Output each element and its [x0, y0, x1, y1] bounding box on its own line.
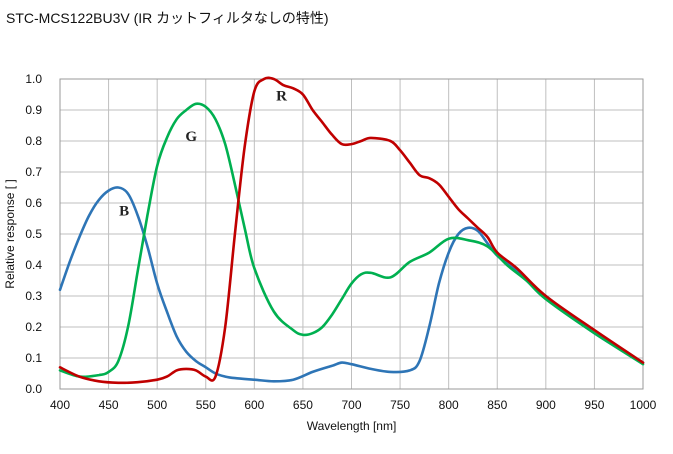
tick-labels: 400 450 500 550 600 650 700 750 800 850 900 950 1000… — [25, 72, 656, 412]
y-tick-label: 0.4 — [25, 258, 42, 272]
series-label-G: G — [185, 129, 197, 145]
x-tick-label: 450 — [99, 398, 119, 412]
plot-frame — [59, 78, 644, 390]
x-tick-label: 550 — [196, 398, 216, 412]
x-tick-label: 600 — [244, 398, 264, 412]
series-label-B: B — [119, 203, 129, 219]
x-tick-label: 850 — [487, 398, 507, 412]
x-tick-label: 800 — [439, 398, 459, 412]
y-tick-label: 0.8 — [25, 134, 42, 148]
x-tick-label: 400 — [50, 398, 70, 412]
x-tick-label: 950 — [584, 398, 604, 412]
y-axis-label: Relative response [ ] — [3, 179, 17, 288]
x-tick-label: 650 — [293, 398, 313, 412]
series-layer — [58, 76, 645, 385]
series-line-R — [58, 76, 645, 385]
series-line-B — [58, 186, 645, 383]
y-tick-label: 1.0 — [25, 72, 42, 86]
x-tick-label: 500 — [147, 398, 167, 412]
series-labels: B G R — [119, 89, 287, 220]
y-tick-label: 0.3 — [25, 289, 42, 303]
series-line-G — [58, 102, 645, 379]
y-tick-label: 0.0 — [25, 382, 42, 396]
x-tick-label: 700 — [341, 398, 361, 412]
chart-title: STC-MCS122BU3V (IR カットフィルタなしの特性) — [6, 10, 329, 26]
gridlines — [59, 78, 644, 390]
y-tick-label: 0.7 — [25, 165, 42, 179]
x-tick-label: 1000 — [630, 398, 657, 412]
y-tick-label: 0.2 — [25, 320, 42, 334]
x-tick-label: 900 — [536, 398, 556, 412]
y-tick-label: 0.9 — [25, 103, 42, 117]
y-tick-label: 0.1 — [25, 351, 42, 365]
y-tick-label: 0.6 — [25, 196, 42, 210]
x-axis-label: Wavelength [nm] — [307, 419, 397, 433]
y-tick-label: 0.5 — [25, 227, 42, 241]
x-tick-label: 750 — [390, 398, 410, 412]
series-label-R: R — [276, 89, 287, 105]
